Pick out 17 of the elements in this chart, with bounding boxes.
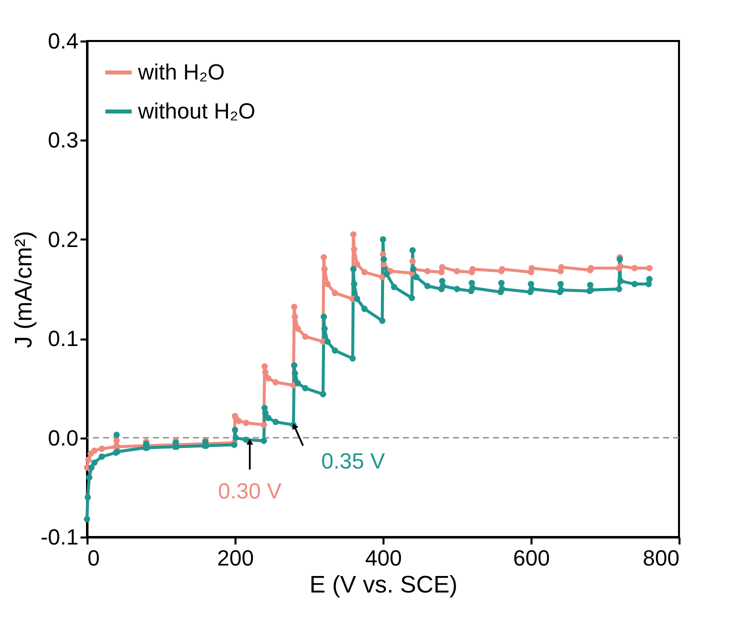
x-tick-label: 0 [88,546,100,570]
annotation: 0.35 V [321,448,386,474]
y-axis-title: J (mA/cm²) [10,230,38,348]
x-tick-label: 200 [217,546,254,570]
y-tick-label: 0.2 [48,226,78,252]
y-tick-label: 0.1 [48,326,78,352]
annotation: 0.30 V [218,478,282,504]
x-tick-label: 800 [642,546,680,570]
x-tick-label: 600 [513,546,550,570]
y-tick-label: 0.4 [48,28,78,54]
y-tick-label: 0.0 [48,425,78,450]
legend-label: without H₂O [137,98,256,124]
x-axis-title: E (V vs. SCE) [309,572,458,598]
y-tick-label: -0.1 [40,524,78,550]
x-tick-label: 400 [365,546,402,570]
y-tick-label: 0.3 [48,128,78,153]
legend-label: with H₂O [137,60,225,84]
